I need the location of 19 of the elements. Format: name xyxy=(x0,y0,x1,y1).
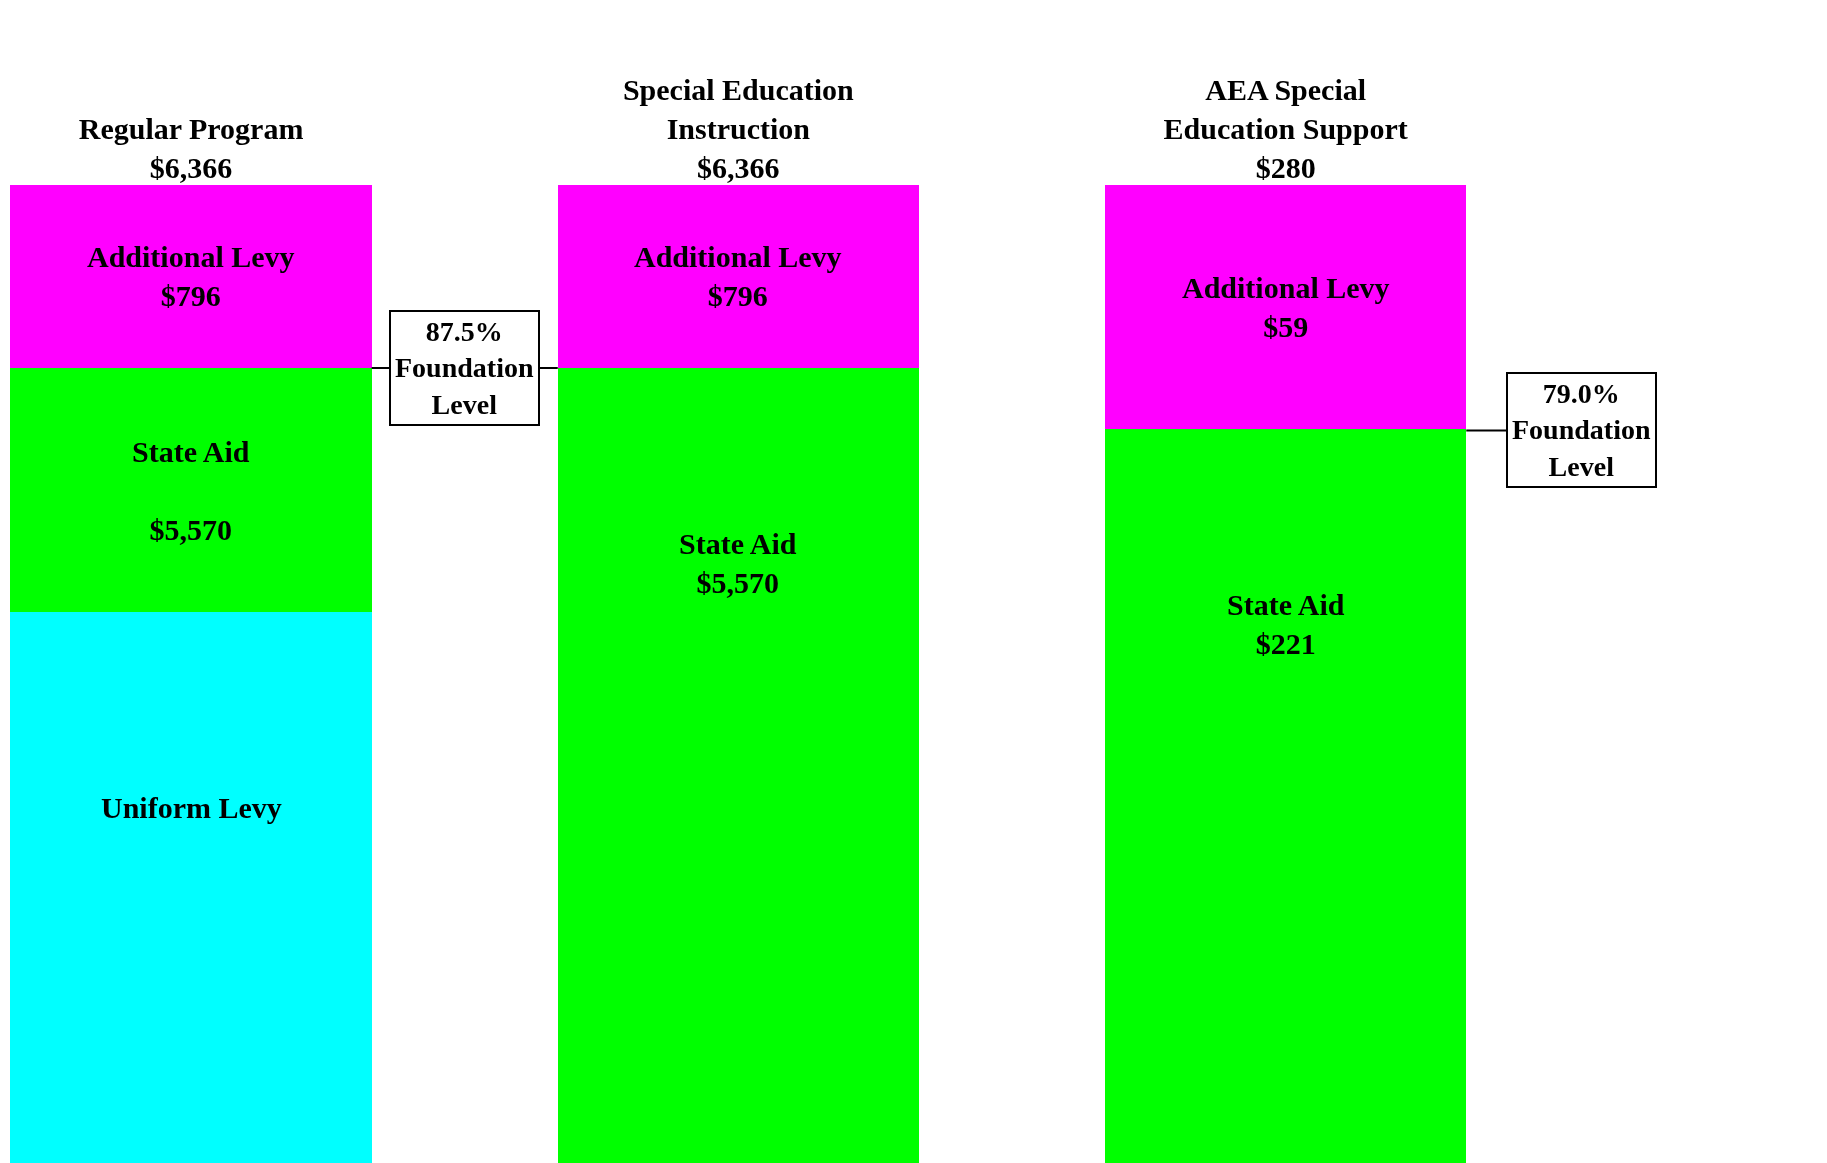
bar xyxy=(1105,185,1467,429)
bar xyxy=(10,185,372,368)
annotation: State Aid $221 xyxy=(1227,588,1345,660)
bar xyxy=(557,367,919,1163)
text: State Aid $5,570 xyxy=(132,435,250,546)
x-tick-label: Special Education Instruction $6,366 xyxy=(622,73,855,184)
annotation: Additional Levy $796 xyxy=(87,240,295,312)
ref-line-label: 79.0% Foundation Level xyxy=(1512,378,1651,482)
bar xyxy=(10,367,372,613)
ref-line-label: 87.5% Foundation Level xyxy=(395,316,534,420)
annotation: State Aid $5,570 xyxy=(679,527,797,599)
annotation: Additional Levy $796 xyxy=(634,240,842,312)
annotation: Uniform Levy xyxy=(101,791,282,824)
bar xyxy=(10,612,372,1163)
annotation: Additional Levy $59 xyxy=(1182,271,1390,343)
bar xyxy=(557,185,919,368)
x-tick-label: Regular Program $6,366 xyxy=(78,112,304,184)
bar xyxy=(1105,428,1467,1163)
x-tick-label: AEA Special Education Support $280 xyxy=(1163,73,1408,184)
